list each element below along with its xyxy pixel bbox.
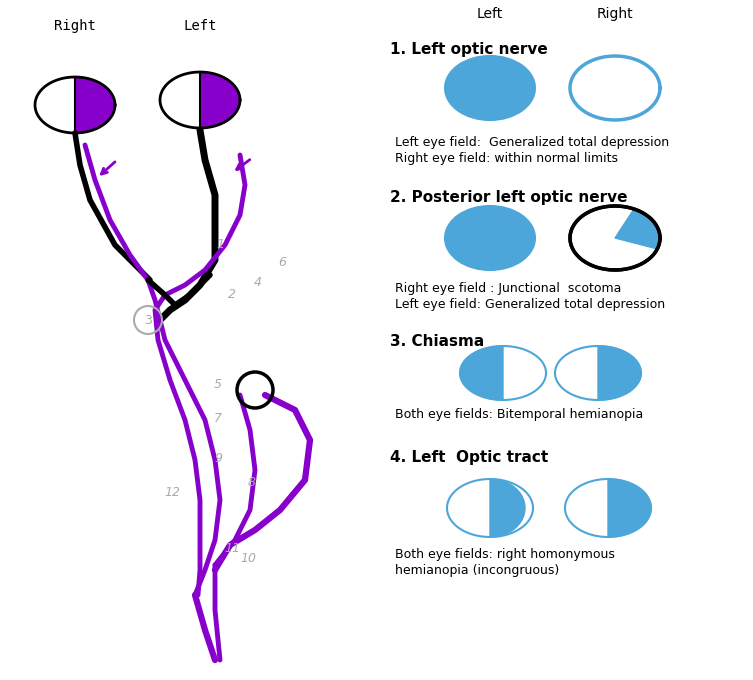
- Text: 2. Posterior left optic nerve: 2. Posterior left optic nerve: [390, 190, 627, 205]
- Polygon shape: [75, 77, 115, 133]
- Text: 10: 10: [240, 551, 256, 564]
- Text: 9: 9: [214, 452, 222, 464]
- Text: Left: Left: [183, 19, 217, 33]
- Text: Right eye field: within normal limits: Right eye field: within normal limits: [395, 152, 618, 165]
- Text: 6: 6: [278, 256, 286, 269]
- Text: 3. Chiasma: 3. Chiasma: [390, 334, 484, 349]
- Text: Right eye field : Junctional  scotoma: Right eye field : Junctional scotoma: [395, 282, 621, 295]
- Text: 7: 7: [214, 411, 222, 424]
- Polygon shape: [460, 346, 503, 400]
- Text: Left eye field: Generalized total depression: Left eye field: Generalized total depres…: [395, 298, 665, 311]
- Text: 4. Left  Optic tract: 4. Left Optic tract: [390, 450, 548, 465]
- Polygon shape: [200, 72, 240, 128]
- Ellipse shape: [445, 206, 535, 270]
- Text: 2: 2: [228, 288, 236, 301]
- Text: 3: 3: [144, 313, 152, 326]
- Text: hemianopia (incongruous): hemianopia (incongruous): [395, 564, 559, 577]
- Text: Both eye fields: Bitemporal hemianopia: Both eye fields: Bitemporal hemianopia: [395, 408, 643, 421]
- Text: Left eye field:  Generalized total depression: Left eye field: Generalized total depres…: [395, 136, 669, 149]
- Text: 1: 1: [216, 239, 224, 252]
- Polygon shape: [608, 479, 651, 537]
- Text: 11: 11: [224, 541, 240, 554]
- Polygon shape: [598, 346, 641, 400]
- Text: 4: 4: [254, 275, 262, 288]
- Text: Left: Left: [477, 7, 503, 21]
- Polygon shape: [615, 209, 660, 249]
- Text: 5: 5: [214, 379, 222, 392]
- Text: 1. Left optic nerve: 1. Left optic nerve: [390, 42, 547, 57]
- Polygon shape: [490, 479, 525, 537]
- Text: Right: Right: [54, 19, 96, 33]
- Text: Right: Right: [596, 7, 633, 21]
- Text: 12: 12: [164, 486, 180, 498]
- Text: Both eye fields: right homonymous: Both eye fields: right homonymous: [395, 548, 615, 561]
- Text: 8: 8: [248, 475, 256, 488]
- Ellipse shape: [445, 56, 535, 120]
